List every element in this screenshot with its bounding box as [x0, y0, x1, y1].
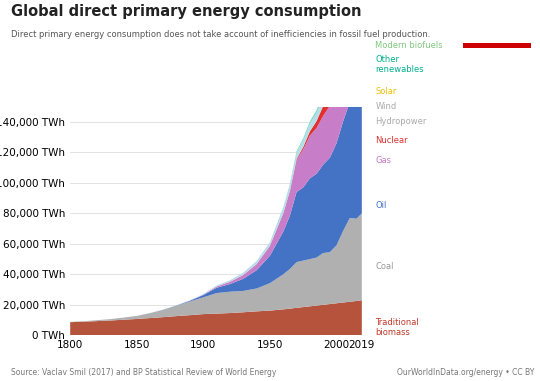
Text: Oil: Oil	[375, 201, 387, 210]
Text: OurWorldInData.org/energy • CC BY: OurWorldInData.org/energy • CC BY	[397, 368, 535, 377]
Text: Other
renewables: Other renewables	[375, 55, 424, 74]
Text: in Data: in Data	[478, 30, 516, 39]
Text: Gas: Gas	[375, 155, 391, 165]
Text: Direct primary energy consumption does not take account of inefficiencies in fos: Direct primary energy consumption does n…	[11, 30, 430, 40]
Text: Traditional
biomass: Traditional biomass	[375, 318, 419, 337]
Text: Coal: Coal	[375, 262, 394, 271]
Text: Modern biofuels: Modern biofuels	[375, 41, 443, 50]
Text: Hydropower: Hydropower	[375, 117, 427, 126]
Text: Our World: Our World	[471, 17, 523, 26]
Text: Source: Vaclav Smil (2017) and BP Statistical Review of World Energy: Source: Vaclav Smil (2017) and BP Statis…	[11, 368, 276, 377]
Text: Wind: Wind	[375, 102, 396, 111]
Text: Global direct primary energy consumption: Global direct primary energy consumption	[11, 4, 361, 19]
Text: Nuclear: Nuclear	[375, 136, 408, 146]
Bar	[463, 43, 531, 48]
Text: Solar: Solar	[375, 87, 397, 96]
